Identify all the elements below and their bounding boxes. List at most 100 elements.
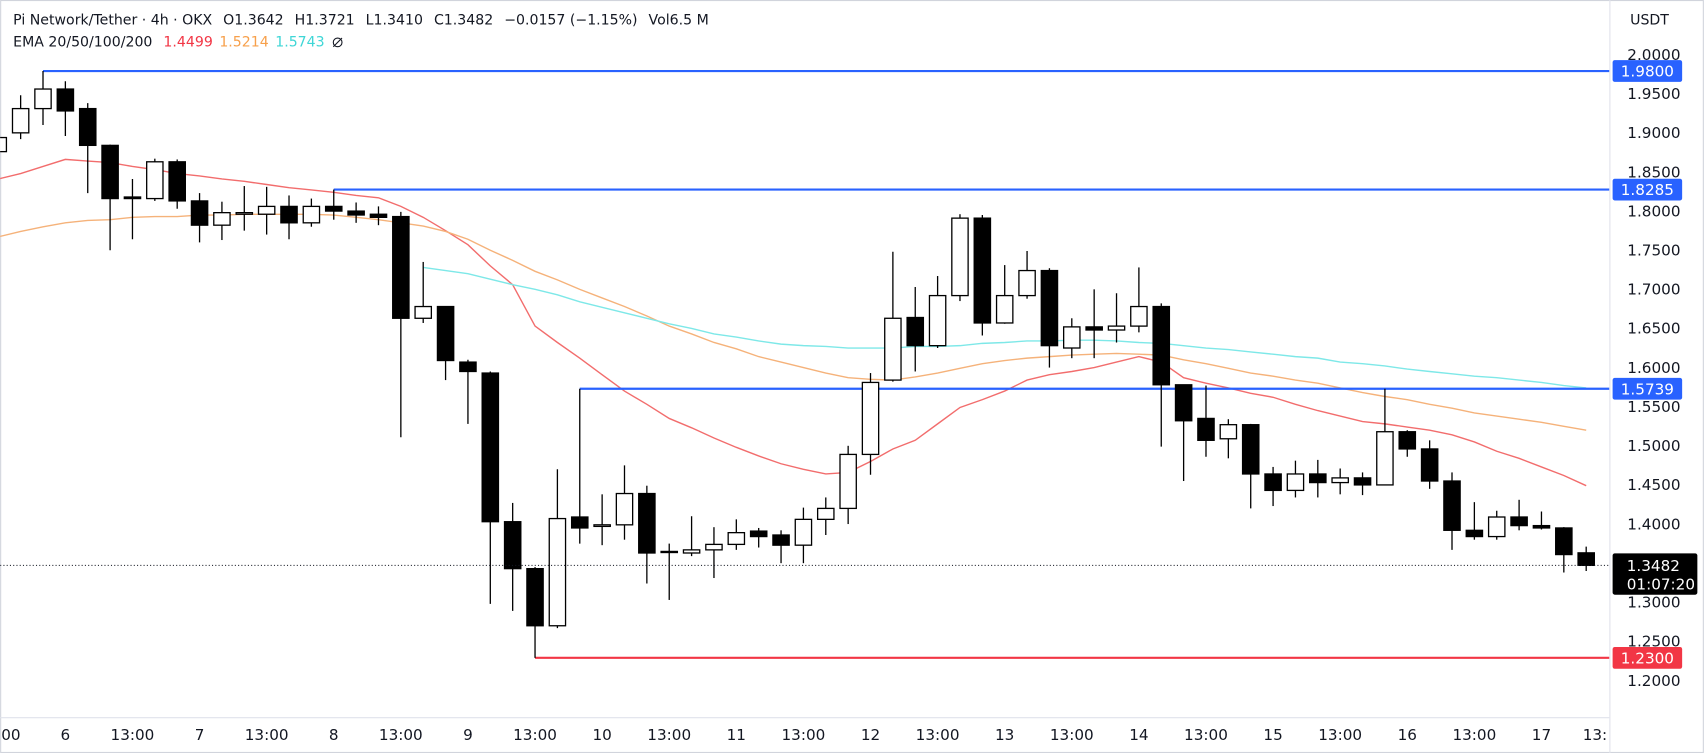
x-tick-label: 11 (727, 726, 746, 744)
x-tick-label: 7 (195, 726, 205, 744)
candle-body (190, 200, 209, 226)
candle-body (302, 205, 321, 224)
candle-body (257, 205, 276, 215)
x-tick-label: 13:00 (782, 726, 826, 744)
visibility-icon (332, 37, 343, 48)
candle-body (1018, 269, 1036, 297)
candle-body (705, 543, 723, 551)
candle-body (884, 317, 902, 381)
y-tick-label: 1.7500 (1627, 241, 1680, 259)
candle-body (951, 217, 969, 297)
x-tick-label: 12 (861, 726, 880, 744)
candle-body (749, 530, 768, 538)
candle-body (1241, 424, 1260, 475)
y-tick-label: 1.6000 (1627, 359, 1680, 377)
candle-body (1331, 477, 1349, 484)
candle-body (123, 196, 142, 200)
candle-body (1062, 326, 1081, 349)
level-label-box (1612, 60, 1683, 82)
candle-body (235, 212, 254, 215)
candle-body (1152, 305, 1171, 386)
icon-slash (332, 37, 343, 48)
currency: USDT (1630, 13, 1669, 29)
x-tick-label: 13 (995, 726, 1014, 744)
level-label-box (1612, 377, 1683, 400)
candle-body (280, 205, 298, 224)
candle-body (638, 492, 656, 554)
candle-body (56, 88, 75, 112)
candle-body (78, 107, 97, 147)
candle-body (660, 550, 679, 554)
ohlc-value: 1.3721 (305, 13, 354, 29)
ema-line (423, 266, 1587, 389)
y-tick-label: 1.4000 (1627, 515, 1680, 533)
candle-body (1487, 516, 1506, 538)
y-tick-label: 1.2000 (1627, 672, 1680, 690)
y-tick-label: 1.9500 (1627, 85, 1680, 103)
level-label: 1.9800 (1621, 63, 1674, 81)
candle-body (772, 534, 790, 546)
candle-body (861, 381, 880, 456)
candle-body (839, 453, 857, 510)
candle-body (11, 107, 30, 134)
legend-line: Pi Network/Tether · 4h · OKX O1.3642 H1.… (13, 13, 709, 29)
x-tick-label: 00 (1, 726, 20, 744)
change: −0.0157 (−1.15%) (504, 13, 637, 29)
y-tick-label: 1.5500 (1627, 398, 1680, 416)
level-label: 1.5739 (1621, 380, 1674, 398)
ohlc-key: O (223, 13, 234, 29)
candle-body (615, 492, 634, 526)
candle-body (0, 136, 8, 153)
y-tick-label: 1.2500 (1627, 633, 1680, 651)
candle-body (436, 305, 455, 362)
candle-body (1130, 305, 1148, 327)
countdown: 01:07:20 (1627, 575, 1695, 593)
x-tick-label: 13:00 (1318, 726, 1362, 744)
x-tick-label: 15 (1263, 726, 1282, 744)
ohlc-value: 1.3410 (374, 13, 423, 29)
y-tick-label: 2.0000 (1627, 46, 1680, 64)
candle-body (727, 532, 746, 546)
y-tick-label: 1.5000 (1627, 437, 1680, 455)
candle-body (481, 372, 500, 523)
ohlc-value: 1.3482 (444, 13, 493, 29)
candle-body (168, 161, 186, 202)
candle-body (1510, 516, 1528, 527)
ohlc-key: C (434, 13, 444, 29)
x-tick-label: 13:00 (1184, 726, 1228, 744)
plot-area (0, 69, 1610, 659)
x-tick-label: 13:00 (379, 726, 423, 744)
candle-body (1085, 326, 1103, 331)
ohlc-key: L (366, 13, 374, 29)
x-tick-label: 13:00 (111, 726, 155, 744)
y-tick-label: 1.7000 (1627, 281, 1680, 299)
x-tick-label: 17 (1532, 726, 1551, 744)
x-tick-label: 13: (1583, 726, 1607, 744)
level-label-box (1612, 646, 1683, 669)
level-label: 1.8285 (1621, 181, 1674, 199)
x-tick-label: 13:00 (916, 726, 960, 744)
y-tick-label: 1.8500 (1627, 163, 1680, 181)
y-tick-label: 1.8000 (1627, 202, 1680, 220)
candle-body (548, 517, 567, 627)
y-tick-label: 1.3000 (1627, 594, 1680, 612)
candle-body (1376, 431, 1394, 486)
candle-body (146, 161, 164, 200)
candle-body (101, 144, 119, 200)
candle-body (794, 518, 813, 546)
candle-body (1353, 477, 1372, 486)
candle-body (526, 567, 544, 627)
x-tick-label: 13:00 (1050, 726, 1094, 744)
candle-body (34, 88, 52, 110)
candle-body (593, 524, 611, 528)
candle-body (1286, 473, 1305, 492)
last-price-box (1612, 553, 1698, 595)
candle-body (392, 215, 410, 319)
x-tick-label: 6 (61, 726, 71, 744)
x-tick-label: 9 (463, 726, 473, 744)
candle-body (928, 294, 947, 347)
